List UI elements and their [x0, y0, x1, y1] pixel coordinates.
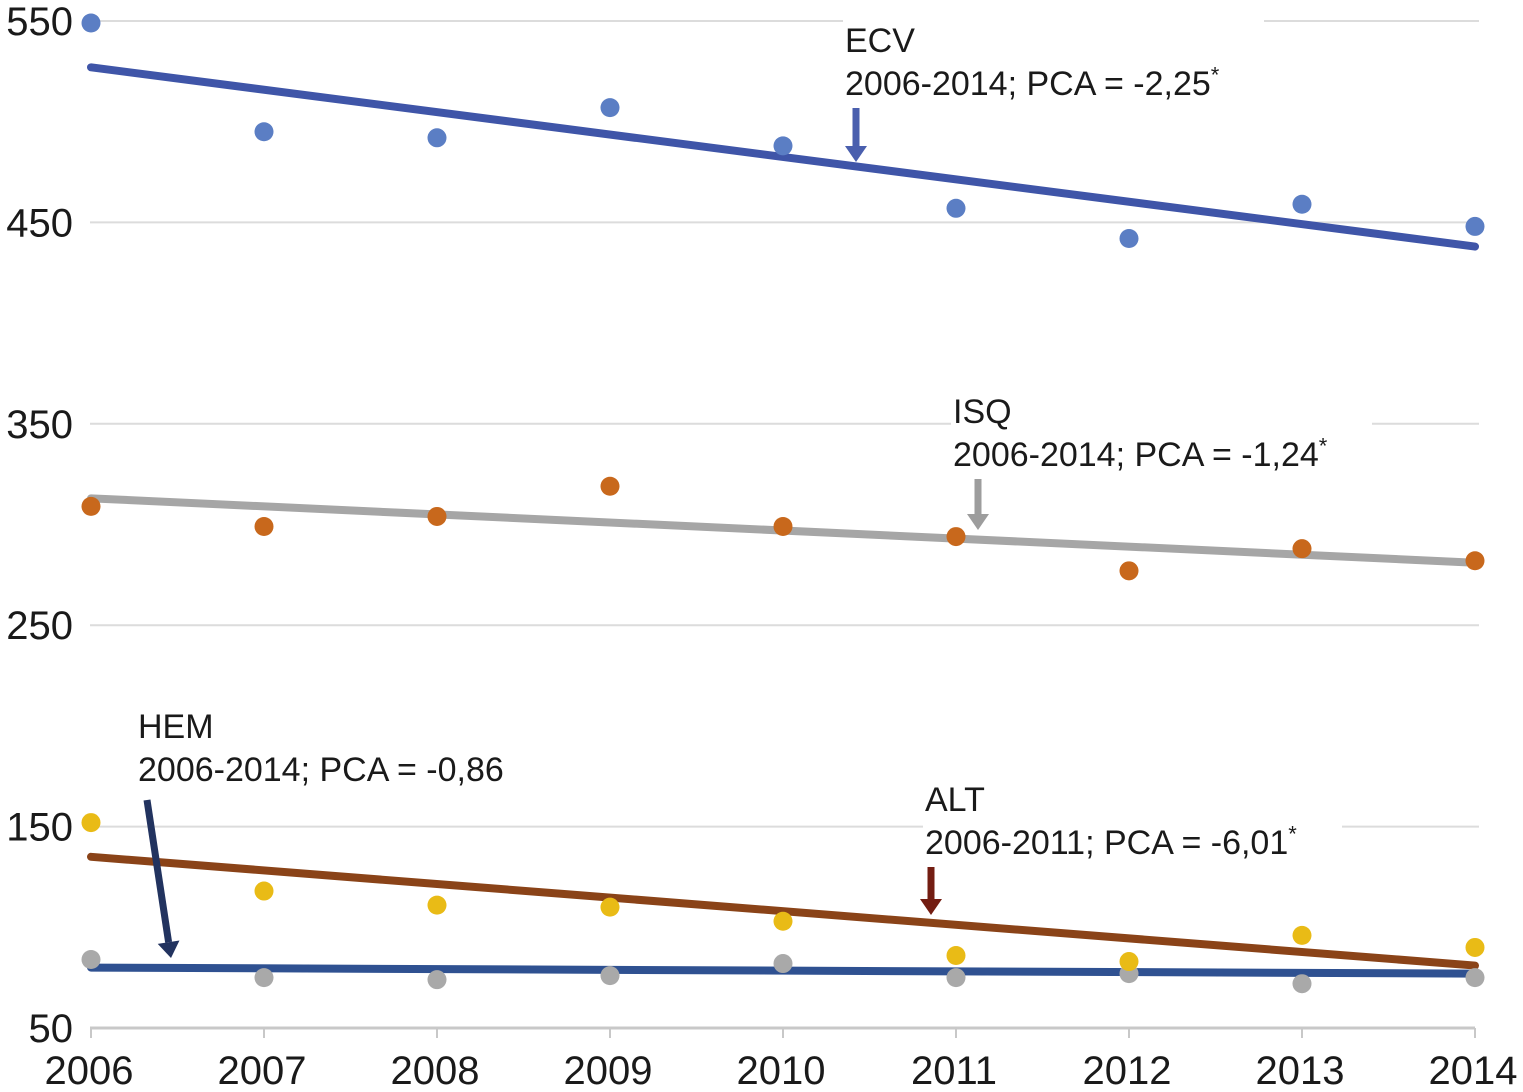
annotation-hem-stat: 2006-2014; PCA = -0,86 [138, 751, 504, 789]
annotation-arrow-head-alt [920, 899, 942, 915]
x-axis-label-2007: 2007 [218, 1049, 307, 1092]
y-axis-label-550: 550 [6, 0, 73, 44]
annotation-arrow-head-isq [967, 514, 989, 530]
point-isq-2009 [600, 476, 620, 496]
point-isq-2006 [81, 496, 101, 516]
point-ecv-2011 [946, 198, 966, 218]
point-ecv-2008 [427, 128, 447, 148]
point-alt-2013 [1292, 925, 1312, 945]
annotation-isq: ISQ 2006-2014; PCA = -1,24* [951, 391, 1373, 479]
point-alt-2012 [1119, 952, 1139, 972]
point-isq-2010 [773, 517, 793, 537]
significance-asterisk: * [1288, 821, 1297, 847]
point-alt-2010 [773, 911, 793, 931]
point-ecv-2013 [1292, 194, 1312, 214]
annotation-arrow-head-hem [157, 940, 180, 958]
annotation-hem-title: HEM [138, 708, 214, 746]
significance-asterisk: * [1210, 62, 1220, 88]
point-isq-2014 [1465, 551, 1485, 571]
point-isq-2008 [427, 506, 447, 526]
annotation-ecv-title: ECV [845, 22, 915, 60]
trendline-alt [87, 852, 1479, 970]
trendline-ecv [87, 63, 1479, 251]
point-isq-2012 [1119, 561, 1139, 581]
y-axis-label-250: 250 [6, 604, 73, 648]
annotation-ecv: ECV 2006-2014; PCA = -2,25* [843, 20, 1265, 108]
point-hem-2009 [600, 966, 620, 986]
point-ecv-2010 [773, 136, 793, 156]
x-axis-label-2006: 2006 [45, 1049, 134, 1092]
significance-asterisk: * [1318, 433, 1328, 459]
x-axis-label-2010: 2010 [737, 1049, 826, 1092]
y-axis-label-50: 50 [29, 1007, 74, 1051]
annotation-alt-stat: 2006-2011; PCA = -6,01 [925, 824, 1289, 862]
x-axis-label-2009: 2009 [564, 1049, 653, 1092]
point-alt-2014 [1465, 937, 1485, 957]
point-hem-2011 [946, 968, 966, 988]
annotation-ecv-stat: 2006-2014; PCA = -2,25 [845, 65, 1211, 103]
point-alt-2007 [254, 881, 274, 901]
x-axis-label-2008: 2008 [391, 1049, 480, 1092]
point-ecv-2012 [1119, 229, 1139, 249]
point-hem-2010 [773, 954, 793, 974]
point-isq-2011 [946, 527, 966, 547]
annotation-isq-stat: 2006-2014; PCA = -1,24 [953, 436, 1319, 474]
annotation-alt: ALT 2006-2011; PCA = -6,01* [923, 779, 1342, 867]
point-ecv-2009 [600, 98, 620, 118]
y-axis-label-450: 450 [6, 201, 73, 245]
x-axis-label-2012: 2012 [1083, 1049, 1172, 1092]
x-axis-label-2014: 2014 [1429, 1049, 1518, 1092]
point-ecv-2006 [81, 13, 101, 33]
point-isq-2007 [254, 517, 274, 537]
annotation-isq-title: ISQ [953, 393, 1012, 431]
point-alt-2011 [946, 945, 966, 965]
annotation-arrow-shaft-hem [143, 799, 173, 943]
annotation-alt-title: ALT [925, 781, 985, 819]
point-ecv-2014 [1465, 216, 1485, 236]
annotation-hem: HEM 2006-2014; PCA = -0,86 [136, 706, 549, 794]
x-axis-label-2013: 2013 [1256, 1049, 1345, 1092]
y-axis-label-350: 350 [6, 403, 73, 447]
point-alt-2009 [600, 897, 620, 917]
point-hem-2006 [81, 950, 101, 970]
y-axis-label-150: 150 [6, 806, 73, 850]
point-isq-2013 [1292, 539, 1312, 559]
x-axis-label-2011: 2011 [911, 1049, 997, 1092]
point-hem-2014 [1465, 968, 1485, 988]
point-alt-2008 [427, 895, 447, 915]
annotation-arrow-head-ecv [845, 146, 867, 162]
point-alt-2006 [81, 813, 101, 833]
point-hem-2007 [254, 968, 274, 988]
point-ecv-2007 [254, 122, 274, 142]
point-hem-2013 [1292, 974, 1312, 994]
point-hem-2008 [427, 970, 447, 990]
